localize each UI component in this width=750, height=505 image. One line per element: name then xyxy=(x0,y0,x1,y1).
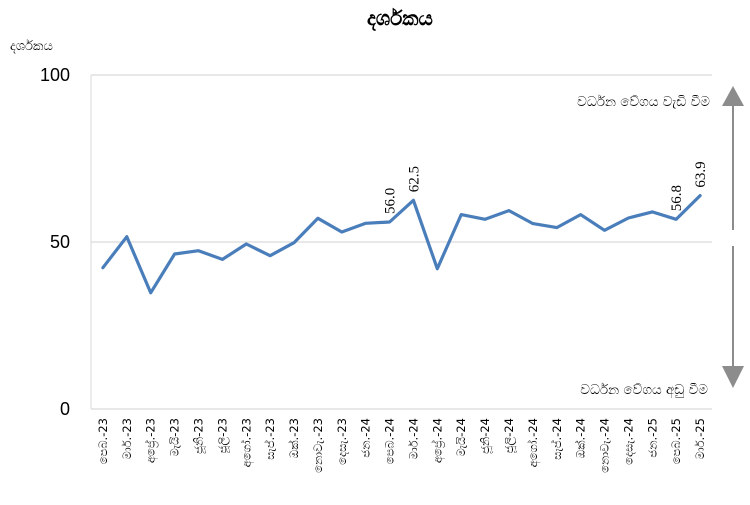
y-tick-label: 50 xyxy=(50,232,70,252)
arrow-down-head xyxy=(722,366,744,388)
x-tick-label: ජූලි-24 xyxy=(502,418,517,454)
x-tick-label: මාර්.-24 xyxy=(406,418,420,459)
data-labels: 56.0 62.5 56.8 63.9 xyxy=(383,161,710,214)
series-line xyxy=(101,194,702,295)
x-tick-label: දෙසැ.-23 xyxy=(335,418,349,465)
data-label: 56.8 xyxy=(669,185,685,211)
x-tick-label: මාර්.-23 xyxy=(120,418,134,459)
y-axis-label: දර්ශකය xyxy=(10,38,53,54)
x-tick-label: සැප්.-24 xyxy=(550,418,564,460)
x-tick-label: ඔක්.-23 xyxy=(287,418,301,458)
chart-title: දර්ශකය xyxy=(367,6,433,31)
x-tick-label: අප්‍රේ.-23 xyxy=(144,418,159,463)
x-tick-label: ජූනි-24 xyxy=(478,418,493,454)
annotation-growth-down: වර්ධන වේගය අඩු වීම xyxy=(580,382,708,399)
series-group xyxy=(101,194,702,295)
x-tick-label: පෙබ.-23 xyxy=(96,418,110,464)
x-tick-label: සැප්.-23 xyxy=(263,418,277,460)
data-label: 62.5 xyxy=(406,166,422,192)
x-tick-label: මැයි-24 xyxy=(454,418,468,457)
data-label: 63.9 xyxy=(693,161,709,187)
x-tick-label: අගෝ.-24 xyxy=(526,418,541,467)
annotation-growth-up: වර්ධන වේගය වැඩි වීම xyxy=(577,94,710,110)
x-tick-label: ජන.-24 xyxy=(359,418,373,458)
y-tick-label: 0 xyxy=(60,399,70,419)
trend-arrows xyxy=(722,86,744,388)
data-label: 56.0 xyxy=(383,188,399,214)
x-tick-label: දෙසැ.-24 xyxy=(621,418,635,465)
x-tick-label: මාර්.-25 xyxy=(693,418,707,459)
gridlines xyxy=(90,74,712,410)
x-tick-label: නොවැ.-24 xyxy=(598,418,612,473)
x-tick-label: මැයි-23 xyxy=(168,418,182,457)
x-tick-label: ජූලි-23 xyxy=(215,418,230,454)
x-tick-label: පෙබ.-24 xyxy=(383,418,397,464)
x-tick-label: නොවැ.-23 xyxy=(311,418,325,473)
x-tick-label: ජන.-25 xyxy=(645,418,659,458)
x-tick-label: ඔක්.-24 xyxy=(574,418,588,458)
x-tick-labels: පෙබ.-23 මාර්.-23 අප්‍රේ.-23 මැයි-23 ජූනි-23 ජ… xyxy=(96,418,707,473)
y-tick-label: 100 xyxy=(40,65,70,85)
arrow-up-head xyxy=(722,86,744,106)
x-tick-label: අගෝ.-23 xyxy=(239,418,254,467)
x-tick-label: අප්‍රේ.-24 xyxy=(430,418,445,463)
x-tick-label: පෙබ.-25 xyxy=(669,418,683,464)
x-tick-label: ජූනි-23 xyxy=(191,418,206,454)
y-tick-labels: 0 50 100 xyxy=(40,65,70,419)
